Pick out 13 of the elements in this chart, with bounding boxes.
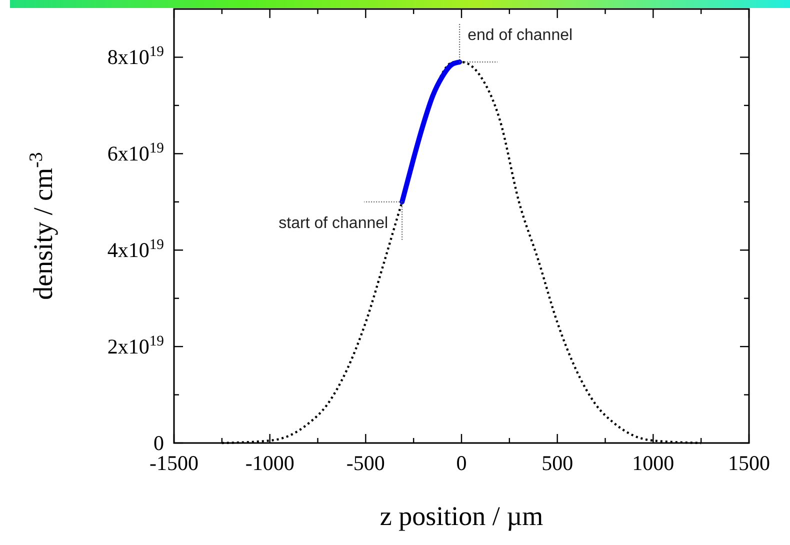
x-tick-label: 1500 [728,451,770,475]
x-tick-label: 1000 [632,451,674,475]
x-tick-label: 500 [542,451,574,475]
y-tick-label: 4x10$^{19}$ [107,237,164,262]
y-tick-label: 2x10$^{19}$ [107,334,164,359]
x-tick-label: -500 [346,451,385,475]
annotation: end of channel [468,27,573,44]
annotation: start of channel [278,214,388,232]
x-tick-label: 0 [456,451,467,475]
x-tick-label: -1000 [245,451,294,475]
y-tick-label: 6x10$^{19}$ [107,140,164,166]
y-tick-label: 8x10$^{19}$ [107,44,164,70]
x-axis-title: z position / µm [380,501,544,531]
